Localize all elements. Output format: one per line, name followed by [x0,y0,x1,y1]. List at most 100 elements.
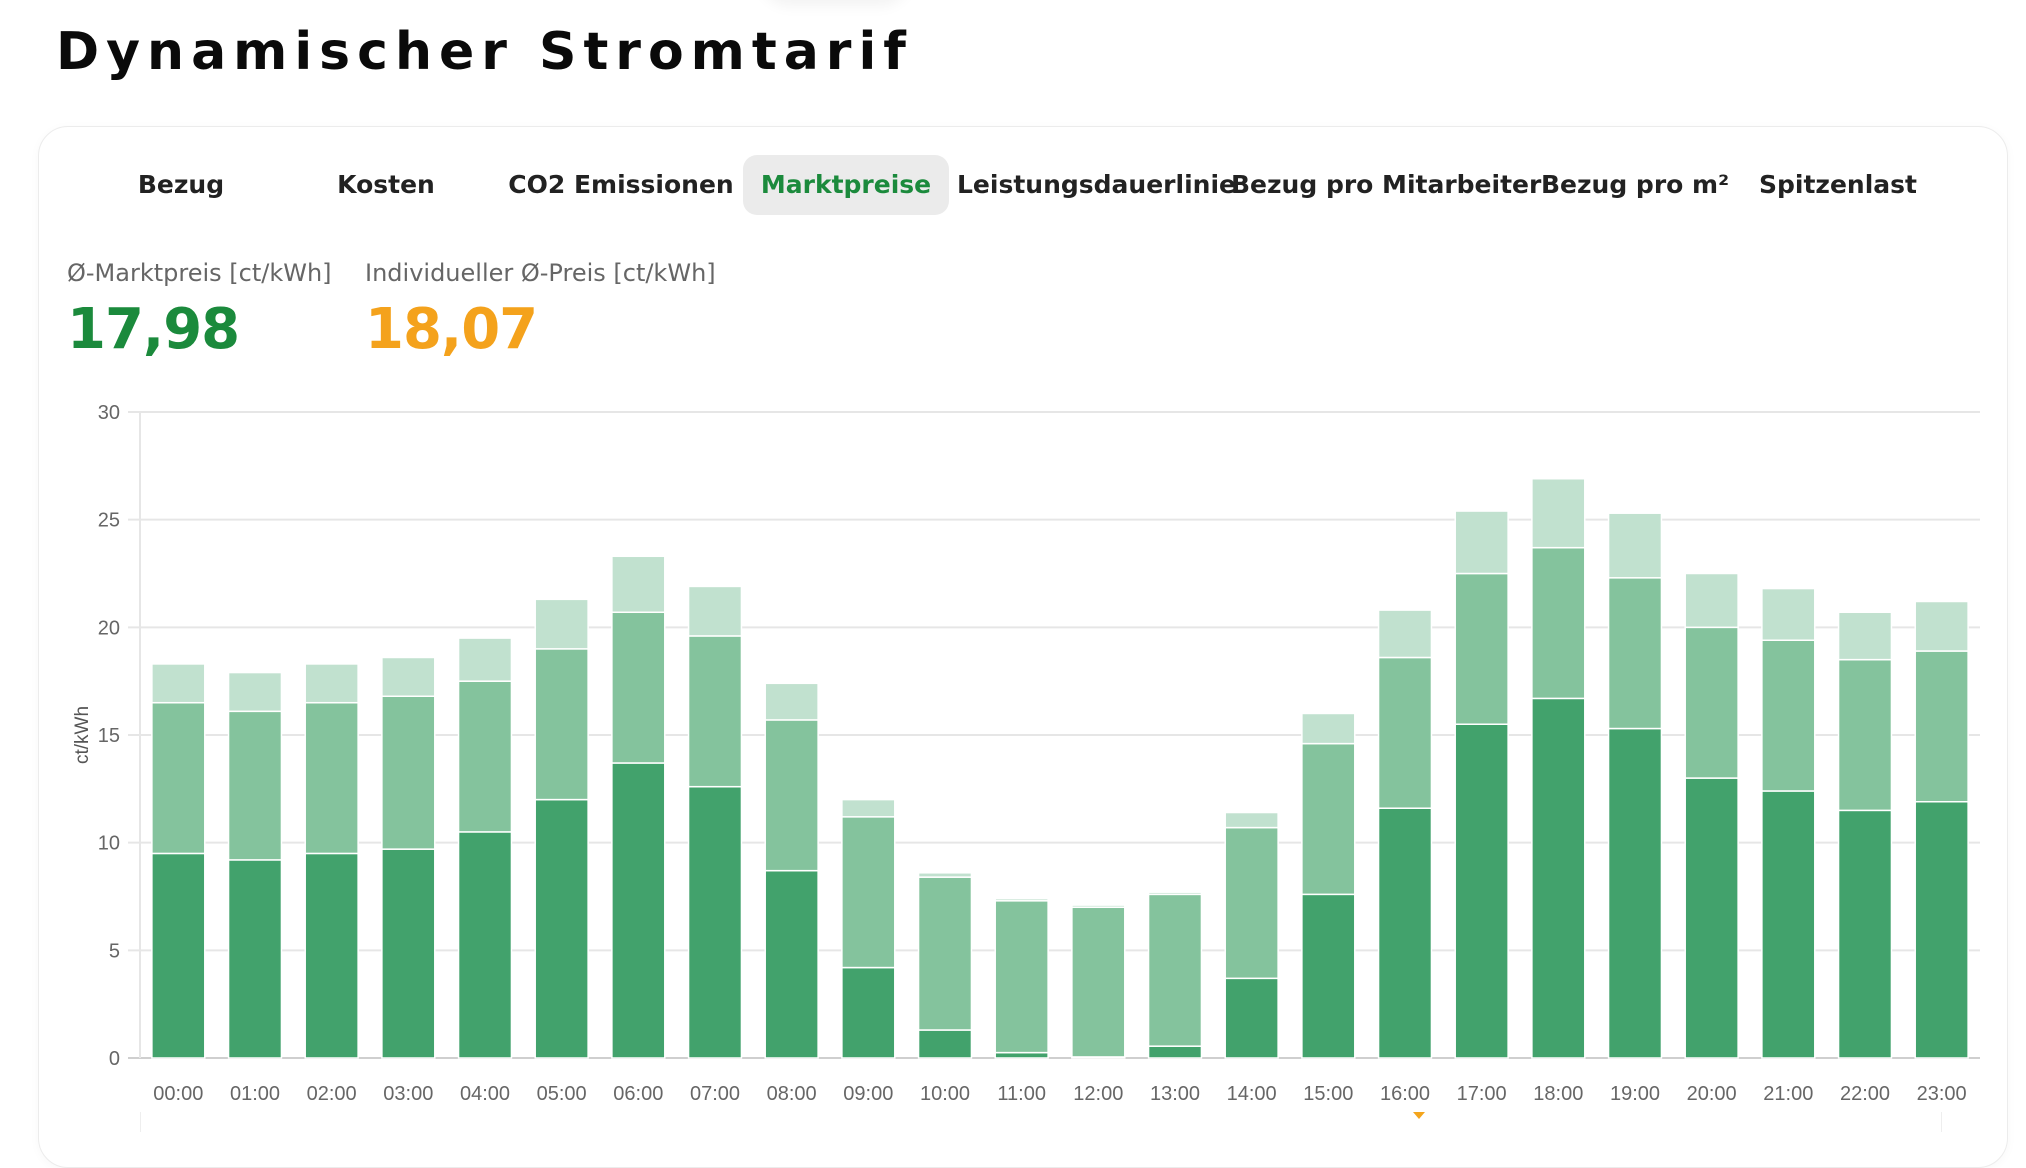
x-tick-label: 10:00 [920,1083,970,1105]
tab-spitzenlast[interactable]: Spitzenlast [1759,170,1917,199]
x-tick-label: 16:00 [1380,1083,1430,1105]
tab-marktpreise[interactable]: Marktpreise [743,155,949,215]
x-tick-label: 04:00 [460,1083,510,1105]
kpi-market-price: Ø-Marktpreis [ct/kWh] 17,98 [67,259,332,362]
x-tick-label: 18:00 [1533,1083,1583,1105]
x-tick-label: 00:00 [153,1083,203,1105]
bar-0500-segment-2 [534,648,589,801]
bar-1700-segment-3 [1454,510,1509,575]
bar-0500-segment-1 [534,798,589,1059]
bar-1000-segment-3 [917,872,973,878]
bar-1900-segment-1 [1607,727,1663,1059]
bar-0200-segment-2 [304,701,359,855]
x-tick-label: 11:00 [997,1083,1046,1105]
chart-card: Bezug Kosten CO2 Emissionen Marktpreise … [38,126,2008,1168]
bar-0800-segment-2 [764,719,819,872]
tab-leistungsdauerlinie[interactable]: Leistungsdauerlinie [957,170,1236,199]
tab-bezug[interactable]: Bezug [137,170,225,199]
bar-1900-segment-3 [1607,512,1663,579]
bar-0000-segment-1 [151,852,206,1059]
bar-1800-segment-3 [1531,478,1586,549]
y-tick-label: 20 [98,617,120,639]
bar-1500-segment-3 [1301,712,1356,745]
bar-1500-segment-1 [1301,893,1356,1059]
y-tick-label: 15 [98,725,120,747]
bar-0300-segment-2 [381,695,436,850]
bar-0900-segment-3 [841,798,896,818]
y-tick-label: 10 [98,833,120,855]
bar-0800-segment-1 [764,869,819,1059]
bar-0100-segment-2 [227,710,283,861]
bar-2100-segment-1 [1761,790,1816,1059]
x-tick-label: 22:00 [1840,1083,1890,1105]
y-tick-label: 5 [109,940,120,962]
tab-bezug-pro-m2[interactable]: Bezug pro m² [1540,170,1730,199]
kpi-individual-price-label: Individueller Ø-Preis [ct/kWh] [365,259,716,287]
bar-0400-segment-1 [457,831,513,1059]
bar-2300-segment-1 [1914,801,1969,1059]
bar-1000-segment-1 [917,1029,973,1059]
x-tick-label: 20:00 [1687,1083,1737,1105]
x-tick-label: 07:00 [690,1083,740,1105]
x-tick-label: 23:00 [1917,1083,1967,1105]
x-tick-label: 12:00 [1073,1083,1123,1105]
bar-1300-segment-1 [1147,1045,1203,1059]
bar-1600-segment-2 [1377,656,1433,809]
tab-bezug-pro-mitarbeiter[interactable]: Bezug pro Mitarbeiter [1231,170,1542,199]
next-card-edge [140,1112,1942,1132]
bar-1100-segment-1 [994,1051,1049,1059]
bar-1400-segment-2 [1224,826,1279,980]
bar-1700-segment-1 [1454,723,1509,1059]
x-tick-label: 02:00 [307,1083,357,1105]
tab-kosten[interactable]: Kosten [337,170,435,199]
bar-0100-segment-3 [227,671,283,713]
bar-1000-segment-2 [917,876,973,1031]
x-tick-label: 08:00 [767,1083,817,1105]
y-tick-label: 25 [98,510,120,532]
tab-co2-emissionen[interactable]: CO2 Emissionen [508,170,734,199]
stacked-bar-chart: 0 5 10 15 20 25 30 ct/kWh 00:00 01:00 02:00 03:00 04… [72,402,1980,1105]
bar-0900-segment-1 [841,966,896,1059]
bar-0700-segment-3 [687,585,743,637]
bar-0200-segment-3 [304,663,359,704]
bar-0000-segment-3 [151,663,206,704]
bar-0600-segment-3 [611,555,666,614]
bar-1800-segment-2 [1531,546,1586,700]
bar-0700-segment-1 [687,785,743,1059]
bar-1300-segment-2 [1147,893,1203,1047]
bar-1300-segment-3 [1147,891,1203,896]
bar-2100-segment-3 [1761,587,1816,642]
bar-0600-segment-2 [611,611,666,764]
bar-1200-segment-3 [1071,904,1126,909]
bar-1400-segment-1 [1224,977,1279,1059]
bar-0900-segment-2 [841,816,896,969]
bar-0600-segment-1 [611,762,666,1059]
bar-1100-segment-3 [994,897,1049,902]
orange-marker-icon [1413,1112,1425,1119]
bar-0100-segment-1 [227,859,283,1059]
kpi-individual-price: Individueller Ø-Preis [ct/kWh] 18,07 [365,259,716,362]
bar-1200-segment-2 [1071,906,1126,1058]
bar-2000-segment-1 [1684,777,1739,1059]
x-tick-label: 21:00 [1763,1083,1813,1105]
bar-2200-segment-2 [1837,658,1893,812]
page-title: Dynamischer Stromtarif [56,22,913,82]
bar-2200-segment-3 [1837,611,1893,661]
bar-0400-segment-3 [457,637,513,682]
x-tick-label: 19:00 [1610,1083,1660,1105]
bar-2200-segment-1 [1837,809,1893,1059]
bar-0500-segment-3 [534,598,589,650]
bar-0700-segment-2 [687,635,743,788]
bar-1900-segment-2 [1607,577,1663,730]
y-tick-label: 0 [109,1048,120,1070]
kpi-market-price-value: 17,98 [67,297,240,362]
bar-0800-segment-3 [764,682,819,721]
bar-0200-segment-1 [304,852,359,1059]
bar-2300-segment-2 [1914,650,1969,803]
bar-2100-segment-2 [1761,639,1816,792]
bar-0300-segment-1 [381,848,436,1059]
bar-1700-segment-2 [1454,572,1509,725]
y-tick-label: 30 [98,402,120,424]
x-tick-label: 01:00 [230,1083,280,1105]
x-tick-label: 09:00 [843,1083,893,1105]
